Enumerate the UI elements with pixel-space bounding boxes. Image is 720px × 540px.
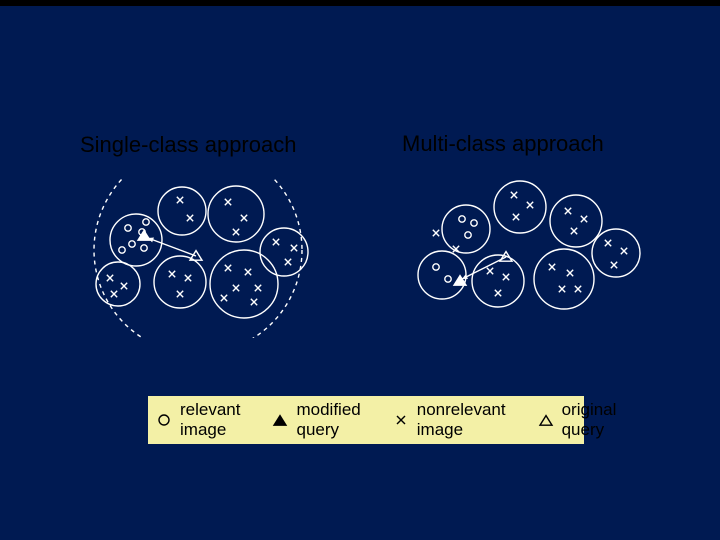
triangle-open-icon [538,412,554,428]
diagram-multi-class [390,173,650,333]
title-bar [0,0,720,6]
enclosing-circle [94,178,302,338]
nonrelevant-marker [177,197,183,203]
legend-item: relevant image [156,400,240,440]
cluster-circle [210,250,278,318]
nonrelevant-marker [255,285,261,291]
diagram-single-class [68,178,328,338]
cluster-circle [96,262,140,306]
legend-item: modified query [272,400,360,440]
nonrelevant-marker [575,286,581,292]
query-arrow [148,237,196,256]
cluster-circle [442,205,490,253]
relevant-marker [445,276,451,282]
nonrelevant-marker [605,240,611,246]
legend-label: relevant image [180,400,240,440]
nonrelevant-marker [245,269,251,275]
nonrelevant-marker [291,245,297,251]
nonrelevant-marker [241,215,247,221]
legend-label: modified query [296,400,360,440]
nonrelevant-marker [187,215,193,221]
nonrelevant-marker [611,262,617,268]
legend-label: original query [562,400,617,440]
cluster-circle [534,249,594,309]
slide: Single-class approach Multi-class approa… [0,0,720,540]
nonrelevant-marker [565,208,571,214]
relevant-marker [143,219,149,225]
cluster-circle [158,187,206,235]
nonrelevant-marker [251,299,257,305]
nonrelevant-marker [559,286,565,292]
relevant-marker [129,241,135,247]
nonrelevant-marker [107,275,113,281]
nonrelevant-marker [567,270,573,276]
nonrelevant-marker [225,265,231,271]
cluster-circle [418,251,466,299]
circle-open-icon [156,412,172,428]
nonrelevant-marker [221,295,227,301]
heading-multi-class: Multi-class approach [402,131,604,157]
nonrelevant-marker [233,229,239,235]
nonrelevant-marker [111,291,117,297]
relevant-marker [465,232,471,238]
nonrelevant-marker [169,271,175,277]
nonrelevant-marker [513,214,519,220]
cluster-circle [550,195,602,247]
relevant-marker [125,225,131,231]
cluster-circle [592,229,640,277]
relevant-marker [471,220,477,226]
triangle-filled-icon [272,412,288,428]
nonrelevant-marker [503,274,509,280]
nonrelevant-marker [225,199,231,205]
cluster-circle [260,228,308,276]
nonrelevant-marker [273,239,279,245]
cross-icon [393,412,409,428]
nonrelevant-marker [621,248,627,254]
relevant-marker [433,264,439,270]
legend-item: original query [538,400,617,440]
legend: relevant image modified query nonrelevant … [148,396,584,444]
nonrelevant-marker [549,264,555,270]
nonrelevant-marker [581,216,587,222]
nonrelevant-marker [527,202,533,208]
heading-single-class: Single-class approach [80,132,296,158]
cluster-circle [472,255,524,307]
cluster-circle [494,181,546,233]
relevant-marker [141,245,147,251]
relevant-marker [119,247,125,253]
nonrelevant-marker [495,290,501,296]
nonrelevant-marker [285,259,291,265]
nonrelevant-marker [433,230,439,236]
cluster-circle [208,186,264,242]
nonrelevant-marker [571,228,577,234]
relevant-marker [459,216,465,222]
legend-item: nonrelevant image [393,400,506,440]
cluster-circle [154,256,206,308]
query-arrow [462,257,506,279]
nonrelevant-marker [487,268,493,274]
nonrelevant-marker [177,291,183,297]
nonrelevant-marker [185,275,191,281]
nonrelevant-marker [233,285,239,291]
modified-query-marker [138,231,150,241]
legend-label: nonrelevant image [417,400,506,440]
nonrelevant-marker [121,283,127,289]
nonrelevant-marker [511,192,517,198]
